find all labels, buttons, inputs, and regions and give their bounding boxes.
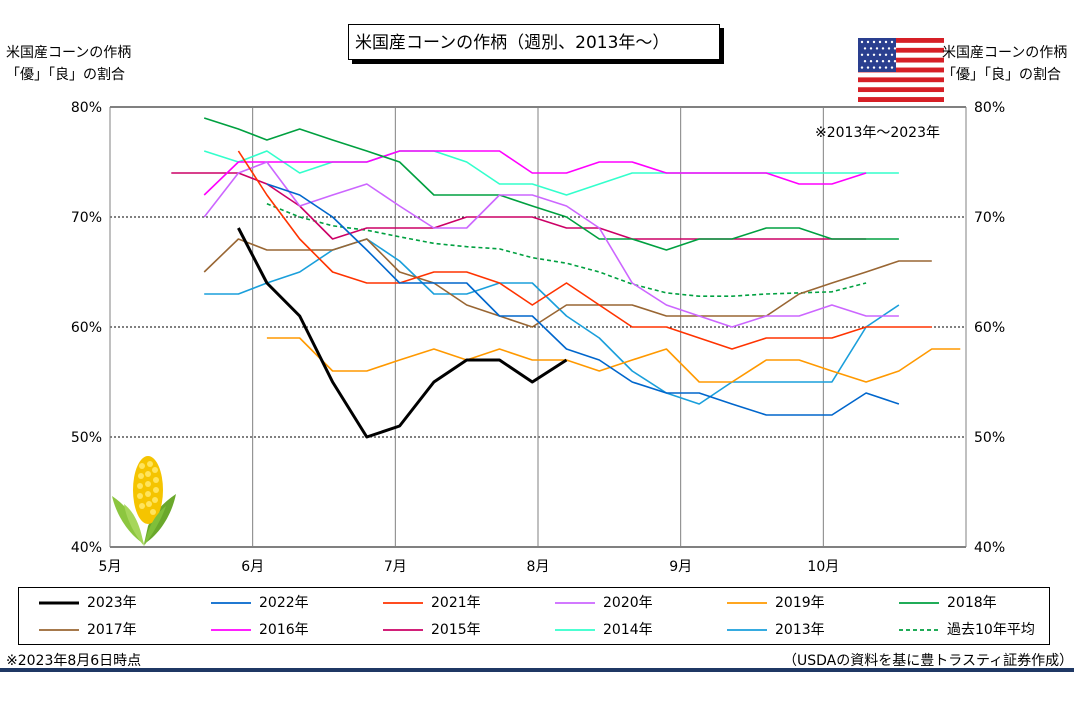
legend-label: 2016年 [259, 622, 309, 638]
left-axis-title-line2: 「優」「良」の割合 [6, 67, 125, 83]
x-tick-label: 9月 [669, 559, 692, 575]
y-tick-label-left: 60% [71, 320, 102, 336]
series-line [266, 183, 900, 416]
legend-label: 2015年 [431, 622, 481, 638]
source-note: （USDAの資料を基に豊トラスティ証券作成） [783, 653, 1074, 669]
series-lines [171, 117, 961, 439]
y-tick-label-right: 60% [974, 320, 1005, 336]
chart-title: 米国産コーンの作柄（週別、2013年～） [348, 24, 720, 60]
y-tick-label-left: 70% [71, 210, 102, 226]
series-line [266, 337, 961, 383]
legend-label: 2019年 [775, 595, 825, 611]
right-axis-title-line2: 「優」「良」の割合 [942, 67, 1061, 83]
right-axis-title-line1: 米国産コーンの作柄 [942, 45, 1068, 61]
legend-swatch [211, 602, 251, 604]
left-axis-title: 米国産コーンの作柄 「優」「良」の割合 [6, 42, 131, 86]
x-tick-label: 7月 [384, 559, 407, 575]
x-tick-label: 6月 [241, 559, 264, 575]
series-line [203, 117, 899, 251]
legend-label: 2014年 [603, 622, 653, 638]
range-note: ※2013年～2023年 [815, 125, 940, 141]
x-tick-label: 5月 [99, 559, 122, 575]
tick-labels: 40% 40% 50% 50% 60% 60% 70% 70% 80% 80% 5月 6月 7月 8月 9月… [71, 100, 1005, 575]
legend-label: 2020年 [603, 595, 653, 611]
right-axis-title: 米国産コーンの作柄 「優」「良」の割合 [942, 42, 1067, 86]
legend-label: 2017年 [87, 622, 137, 638]
legend-label: 2023年 [87, 595, 137, 611]
y-tick-label-left: 80% [71, 100, 102, 116]
legend: 2023年 2022年 2021年 2020年 2019年 2018年 2017… [18, 587, 1050, 645]
footer-rule [0, 668, 1074, 672]
series-line [204, 238, 900, 405]
legend-label: 2022年 [259, 595, 309, 611]
series-line [171, 172, 867, 240]
legend-swatch [555, 629, 595, 631]
y-tick-label-right: 40% [974, 540, 1005, 556]
series-line [203, 238, 932, 328]
series-line [203, 150, 899, 196]
y-tick-label-right: 50% [974, 430, 1005, 446]
legend-swatch [727, 602, 767, 604]
legend-label: 過去10年平均 [947, 622, 1035, 638]
legend-swatch [39, 601, 79, 605]
y-tick-label-right: 70% [974, 210, 1005, 226]
series-line [203, 161, 899, 328]
left-axis-title-line1: 米国産コーンの作柄 [6, 45, 132, 61]
x-tick-label: 8月 [527, 559, 550, 575]
legend-label: 2013年 [775, 622, 825, 638]
legend-swatch [555, 602, 595, 604]
legend-swatch [383, 629, 423, 631]
legend-swatch [727, 629, 767, 631]
series-line [237, 227, 568, 439]
legend-label: 2021年 [431, 595, 481, 611]
asof-note: ※2023年8月6日時点 [6, 653, 142, 669]
y-tick-label-right: 80% [974, 100, 1005, 116]
corn-icon [112, 456, 176, 546]
us-flag-icon [858, 38, 944, 102]
legend-swatch [39, 629, 79, 631]
series-line [266, 203, 867, 297]
series-line [237, 150, 932, 350]
y-tick-label-left: 50% [71, 430, 102, 446]
legend-swatch [211, 629, 251, 631]
series-line [203, 150, 867, 196]
y-tick-label-left: 40% [71, 540, 102, 556]
legend-swatch [899, 629, 939, 631]
legend-label: 2018年 [947, 595, 997, 611]
legend-swatch [383, 602, 423, 604]
legend-swatch [899, 602, 939, 604]
grid-lines [109, 106, 967, 548]
x-tick-label: 10月 [807, 559, 839, 575]
